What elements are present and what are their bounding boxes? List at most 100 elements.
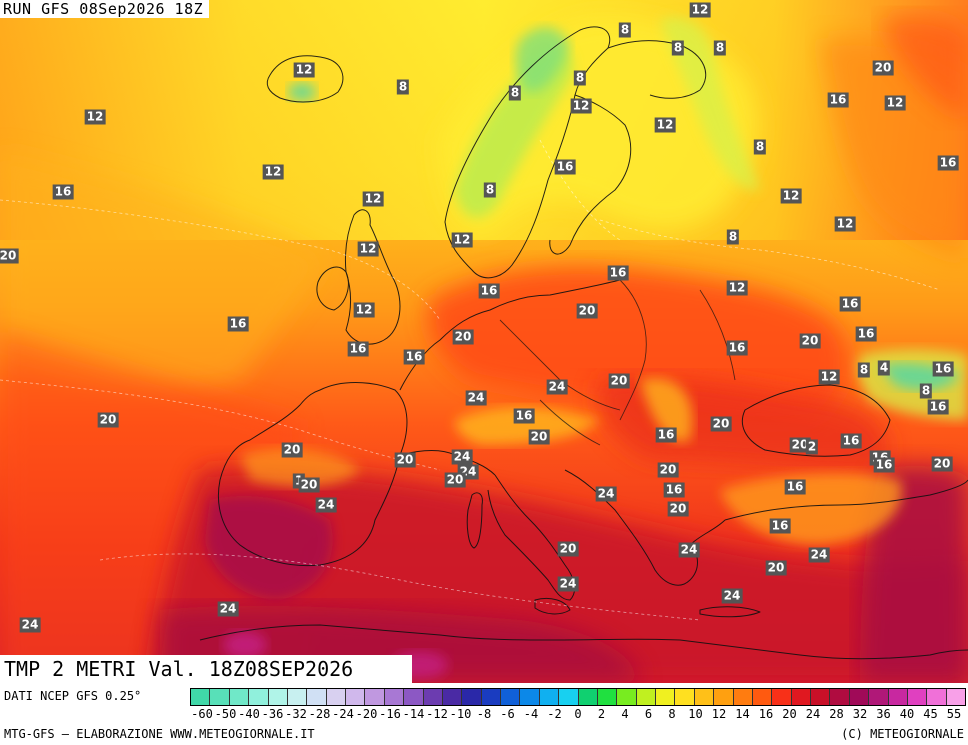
temperature-label: 16 <box>827 92 849 108</box>
temperature-label: 12 <box>726 280 748 296</box>
color-swatch <box>501 689 521 705</box>
scale-tick-label: 32 <box>852 707 868 721</box>
temperature-label: 8 <box>396 79 410 95</box>
temperature-label: 20 <box>765 560 787 576</box>
temperature-label: 20 <box>576 303 598 319</box>
color-swatch <box>733 689 753 705</box>
temperature-label: 16 <box>927 399 949 415</box>
temperature-label: 20 <box>281 442 303 458</box>
temperature-label: 8 <box>857 362 871 378</box>
scale-tick-label: -20 <box>355 707 378 721</box>
color-swatch <box>694 689 715 705</box>
color-swatch <box>249 689 269 705</box>
temperature-label: 8 <box>483 182 497 198</box>
temperature-label: 24 <box>19 617 41 633</box>
color-scale-bar <box>190 688 966 706</box>
temperature-map: RUN GFS 08Sep2026 18Z 12 8 8 8 12 8 8 20 8 12 16 12… <box>0 0 968 683</box>
data-source-label: DATI NCEP GFS 0.25° <box>4 689 142 703</box>
scale-tick-label: 12 <box>711 707 727 721</box>
scale-tick-label: -8 <box>476 707 492 721</box>
temperature-label: 12 <box>293 62 315 78</box>
temperature-label: 16 <box>403 349 425 365</box>
temperature-label: 20 <box>872 60 894 76</box>
temperature-label: 16 <box>855 326 877 342</box>
scale-tick-label: 36 <box>876 707 891 721</box>
temperature-label: 16 <box>478 283 500 299</box>
temperature-label: 12 <box>884 95 906 111</box>
temperature-label: 20 <box>657 462 679 478</box>
scale-tick-label: 45 <box>923 707 938 721</box>
temperature-label: 2 <box>805 439 819 455</box>
color-swatch <box>752 689 773 705</box>
scale-tick-label: 14 <box>735 707 750 721</box>
temperature-label: 24 <box>451 449 473 465</box>
scale-tick-label: -16 <box>379 707 401 721</box>
temperature-label: 20 <box>394 452 416 468</box>
temperature-label: 16 <box>840 433 862 449</box>
color-swatch <box>791 689 811 705</box>
temperature-label: 16 <box>932 361 954 377</box>
temperature-label: 8 <box>618 22 632 38</box>
temperature-label: 20 <box>0 248 19 264</box>
run-info-label: RUN GFS 08Sep2026 18Z <box>0 0 210 18</box>
scale-tick-label: 16 <box>758 707 774 721</box>
temperature-label: 24 <box>808 547 830 563</box>
color-swatch <box>268 689 288 705</box>
temperature-label: 16 <box>769 518 791 534</box>
scale-tick-label: 40 <box>899 707 915 721</box>
temperature-label: 8 <box>726 229 740 245</box>
color-swatch <box>849 689 870 705</box>
scale-tick-label: 6 <box>644 707 653 721</box>
color-swatch <box>675 689 695 705</box>
scale-tick-label: -36 <box>261 707 284 721</box>
color-swatch <box>384 689 405 705</box>
scale-tick-label: -10 <box>449 707 472 721</box>
color-swatch <box>481 689 501 705</box>
temperature-label: 16 <box>554 159 576 175</box>
scale-tick-label: -60 <box>191 707 213 721</box>
temperature-label: 20 <box>667 501 689 517</box>
temperature-label: 20 <box>789 437 811 453</box>
temperature-label: 8 <box>713 40 727 56</box>
temperature-label: 12 <box>451 232 473 248</box>
temperature-label: 12 <box>353 302 375 318</box>
temperature-label: 16 <box>513 408 535 424</box>
scale-tick-label: 28 <box>829 707 844 721</box>
scale-tick-label: -50 <box>214 707 237 721</box>
color-swatch <box>559 689 579 705</box>
temperature-label: 8 <box>671 40 685 56</box>
color-swatch <box>597 689 618 705</box>
scale-tick-label: 20 <box>782 707 797 721</box>
map-field <box>0 0 968 683</box>
temperature-label: 12 <box>834 216 856 232</box>
temperature-label: 20 <box>608 373 630 389</box>
color-swatch <box>307 689 327 705</box>
color-swatch <box>539 689 560 705</box>
scale-tick-label: 4 <box>621 707 629 721</box>
scale-tick-label: -2 <box>547 707 562 721</box>
scale-tick-label: 10 <box>688 707 703 721</box>
color-swatch <box>404 689 424 705</box>
color-swatch <box>191 689 211 705</box>
temperature-label: 20 <box>444 472 466 488</box>
scale-tick-label: -4 <box>523 707 539 721</box>
color-swatch <box>811 689 831 705</box>
color-swatch <box>888 689 908 705</box>
temperature-label: 20 <box>799 333 821 349</box>
temperature-label: 24 <box>595 486 617 502</box>
temperature-label: 20 <box>931 456 953 472</box>
temperature-label: 16 <box>655 427 677 443</box>
temperature-label: 16 <box>227 316 249 332</box>
temperature-label: 12 <box>818 369 840 385</box>
temperature-label: 20 <box>528 429 550 445</box>
temperature-label: 12 <box>84 109 106 125</box>
temperature-label: 24 <box>557 576 579 592</box>
color-swatch <box>617 689 637 705</box>
scale-tick-label: -28 <box>308 707 331 721</box>
scale-tick-label: 0 <box>574 707 582 721</box>
color-swatch <box>830 689 850 705</box>
color-swatch <box>210 689 230 705</box>
temperature-label: 16 <box>52 184 74 200</box>
temperature-label: 24 <box>678 542 700 558</box>
temperature-label: 20 <box>97 412 119 428</box>
